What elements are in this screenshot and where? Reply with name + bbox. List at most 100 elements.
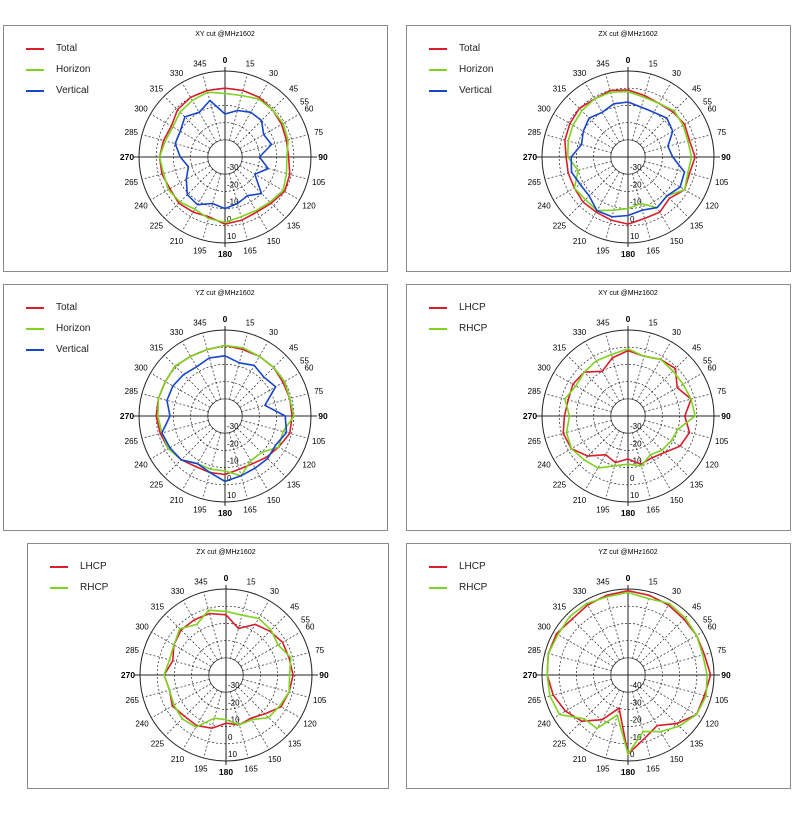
grid-spoke [642, 631, 703, 667]
angle-label: 45 [692, 84, 701, 93]
angle-label: 270 [523, 411, 537, 421]
angle-label: 300 [537, 364, 551, 373]
grid-spoke [584, 171, 620, 232]
angle-label: 15 [246, 59, 255, 68]
angle-label: 265 [528, 696, 542, 705]
radial-tick-label: -30 [630, 698, 642, 707]
legend-item: Total [419, 38, 493, 59]
angle-label: 300 [134, 364, 148, 373]
radial-tick-label: 0 [630, 474, 635, 483]
grid-spoke [544, 679, 612, 698]
series-line [174, 99, 273, 210]
legend-swatch [429, 307, 447, 309]
grid-spoke [644, 652, 712, 671]
grid-spoke [605, 332, 624, 400]
legend-label: Total [56, 43, 78, 54]
angle-label: 30 [269, 69, 278, 78]
angle-label: 90 [721, 152, 731, 162]
angle-label: 225 [553, 481, 567, 490]
grid-spoke [242, 679, 310, 698]
radial-tick-label: -20 [630, 180, 642, 189]
angle-label: 45 [289, 343, 298, 352]
angle-label: 195 [596, 247, 610, 256]
angle-label: 180 [218, 249, 232, 259]
radial-tick-label: 0 [630, 215, 635, 224]
grid-spoke [636, 430, 672, 491]
legend-item: LHCP [40, 556, 108, 577]
grid-spoke [239, 372, 300, 408]
grid-spoke [236, 168, 287, 219]
angle-label: 0 [224, 573, 229, 583]
grid-spoke [642, 683, 703, 719]
angle-label: 265 [528, 437, 542, 446]
angle-label: 135 [690, 222, 704, 231]
angle-label: 60 [708, 364, 717, 373]
angle-label: 345 [596, 59, 610, 68]
grid-spoke [142, 679, 210, 698]
radial-tick-label: -30 [227, 422, 239, 431]
angle-label: 15 [247, 577, 256, 586]
grid-spoke [239, 424, 300, 460]
grid-spoke [632, 591, 651, 659]
angle-label: 330 [573, 328, 587, 337]
grid-spoke [181, 430, 217, 491]
angle-label: 330 [170, 328, 184, 337]
angle-label: 75 [314, 128, 323, 137]
grid-spoke [163, 168, 214, 219]
chart-title: ZX cut @MHz1602 [196, 549, 255, 556]
angle-label: 165 [243, 247, 257, 256]
grid-spoke [230, 691, 249, 759]
legend-swatch [429, 566, 447, 568]
grid-spoke [229, 432, 248, 500]
grid-spoke [584, 689, 620, 750]
grid-spoke [239, 165, 300, 201]
radial-tick-label: 10 [227, 491, 236, 500]
angle-label: 270 [120, 152, 134, 162]
grid-spoke [164, 686, 215, 737]
grid-spoke [241, 393, 309, 412]
grid-spoke [241, 161, 309, 180]
angle-label: 45 [692, 602, 701, 611]
legend-swatch [26, 90, 44, 92]
grid-spoke [553, 113, 614, 149]
grid-spoke [566, 354, 617, 405]
grid-spoke [163, 95, 214, 146]
angle-label: 285 [125, 387, 139, 396]
angle-label: 210 [171, 755, 185, 764]
grid-spoke [639, 613, 690, 664]
grid-spoke [233, 82, 269, 143]
angle-label: 30 [270, 587, 279, 596]
radial-tick-label: 10 [227, 232, 236, 241]
grid-spoke [164, 613, 215, 664]
angle-label: 165 [243, 506, 257, 515]
angle-label: 120 [302, 202, 316, 211]
series-line [570, 101, 686, 218]
grid-spoke [150, 165, 211, 201]
angle-label: 120 [705, 202, 719, 211]
angle-label: 75 [717, 646, 726, 655]
angle-label: 150 [670, 496, 684, 505]
grid-spoke [553, 372, 614, 408]
legend-swatch [429, 328, 447, 330]
angle-label: 265 [125, 437, 139, 446]
grid-spoke [237, 613, 288, 664]
angle-label: 15 [649, 577, 658, 586]
angle-label: 30 [269, 328, 278, 337]
grid-spoke [544, 652, 612, 671]
series-line [564, 348, 696, 469]
angle-label: 105 [715, 178, 729, 187]
angle-label: 315 [553, 84, 567, 93]
radial-tick-label: 10 [630, 491, 639, 500]
angle-label: 75 [717, 387, 726, 396]
grid-spoke [636, 82, 672, 143]
grid-spoke [553, 631, 614, 667]
angle-label: 210 [573, 237, 587, 246]
angle-label: 270 [121, 670, 135, 680]
legend-label: LHCP [459, 561, 486, 572]
angle-label: 195 [596, 506, 610, 515]
grid-spoke [642, 165, 703, 201]
